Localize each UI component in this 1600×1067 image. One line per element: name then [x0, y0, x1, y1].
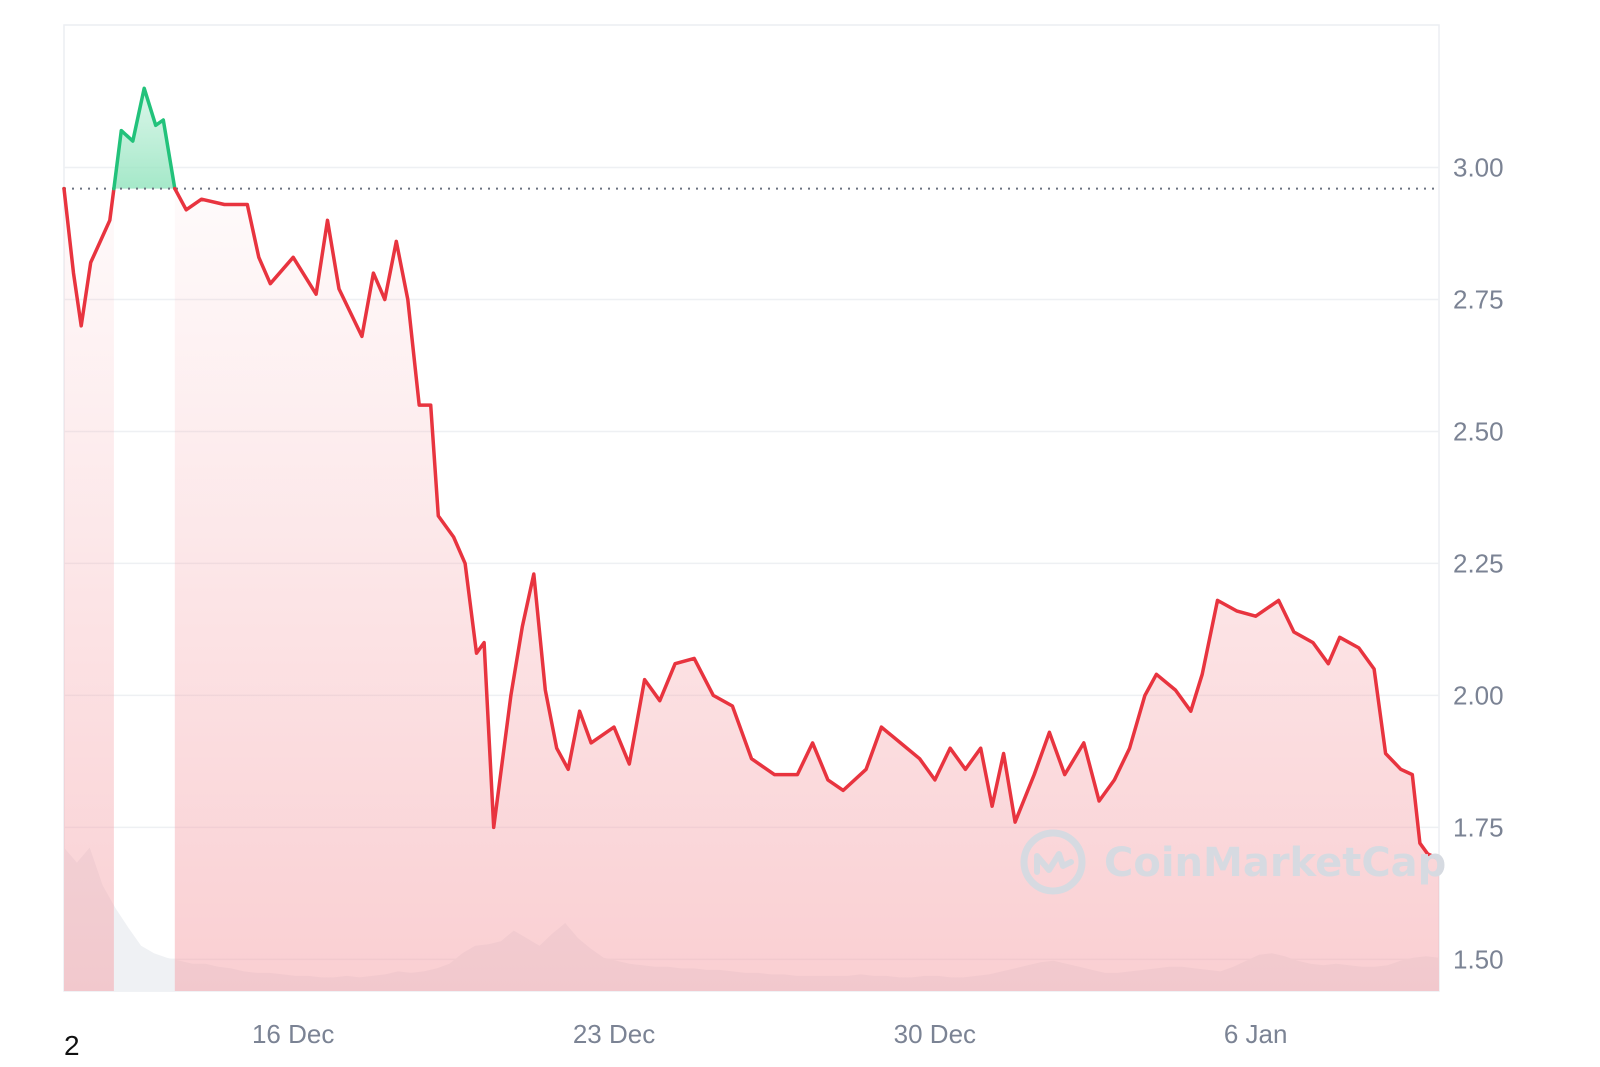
watermark-text: CoinMarketCap	[1104, 840, 1446, 886]
price-line-up	[112, 86, 177, 191]
price-area-down	[64, 188, 114, 992]
y-tick-label: 1.75	[1453, 812, 1504, 842]
x-tick-label: 23 Dec	[573, 1019, 655, 1049]
price-line-down	[173, 186, 1441, 861]
y-tick-label: 2.50	[1453, 416, 1504, 446]
watermark: CoinMarketCap	[1020, 829, 1446, 895]
price-line-down	[62, 186, 116, 328]
x-tick-label: 30 Dec	[894, 1019, 976, 1049]
price-area-up	[113, 88, 175, 189]
footnote-number: 2	[64, 1030, 80, 1061]
y-tick-label: 2.75	[1453, 284, 1504, 314]
y-tick-label: 2.00	[1453, 680, 1504, 710]
y-tick-label: 2.25	[1453, 548, 1504, 578]
y-axis-ticks: 3.00 2.75 2.50 2.25 2.00 1.75 1.50	[1453, 153, 1504, 975]
price-line	[62, 86, 1441, 861]
coinmarketcap-logo-icon	[1020, 829, 1086, 895]
y-tick-label: 3.00	[1453, 153, 1504, 183]
y-tick-label: 1.50	[1453, 944, 1504, 974]
x-tick-label: 6 Jan	[1224, 1019, 1288, 1049]
x-tick-label: 16 Dec	[252, 1019, 334, 1049]
x-axis-ticks: 16 Dec 23 Dec 30 Dec 6 Jan	[252, 1019, 1288, 1049]
